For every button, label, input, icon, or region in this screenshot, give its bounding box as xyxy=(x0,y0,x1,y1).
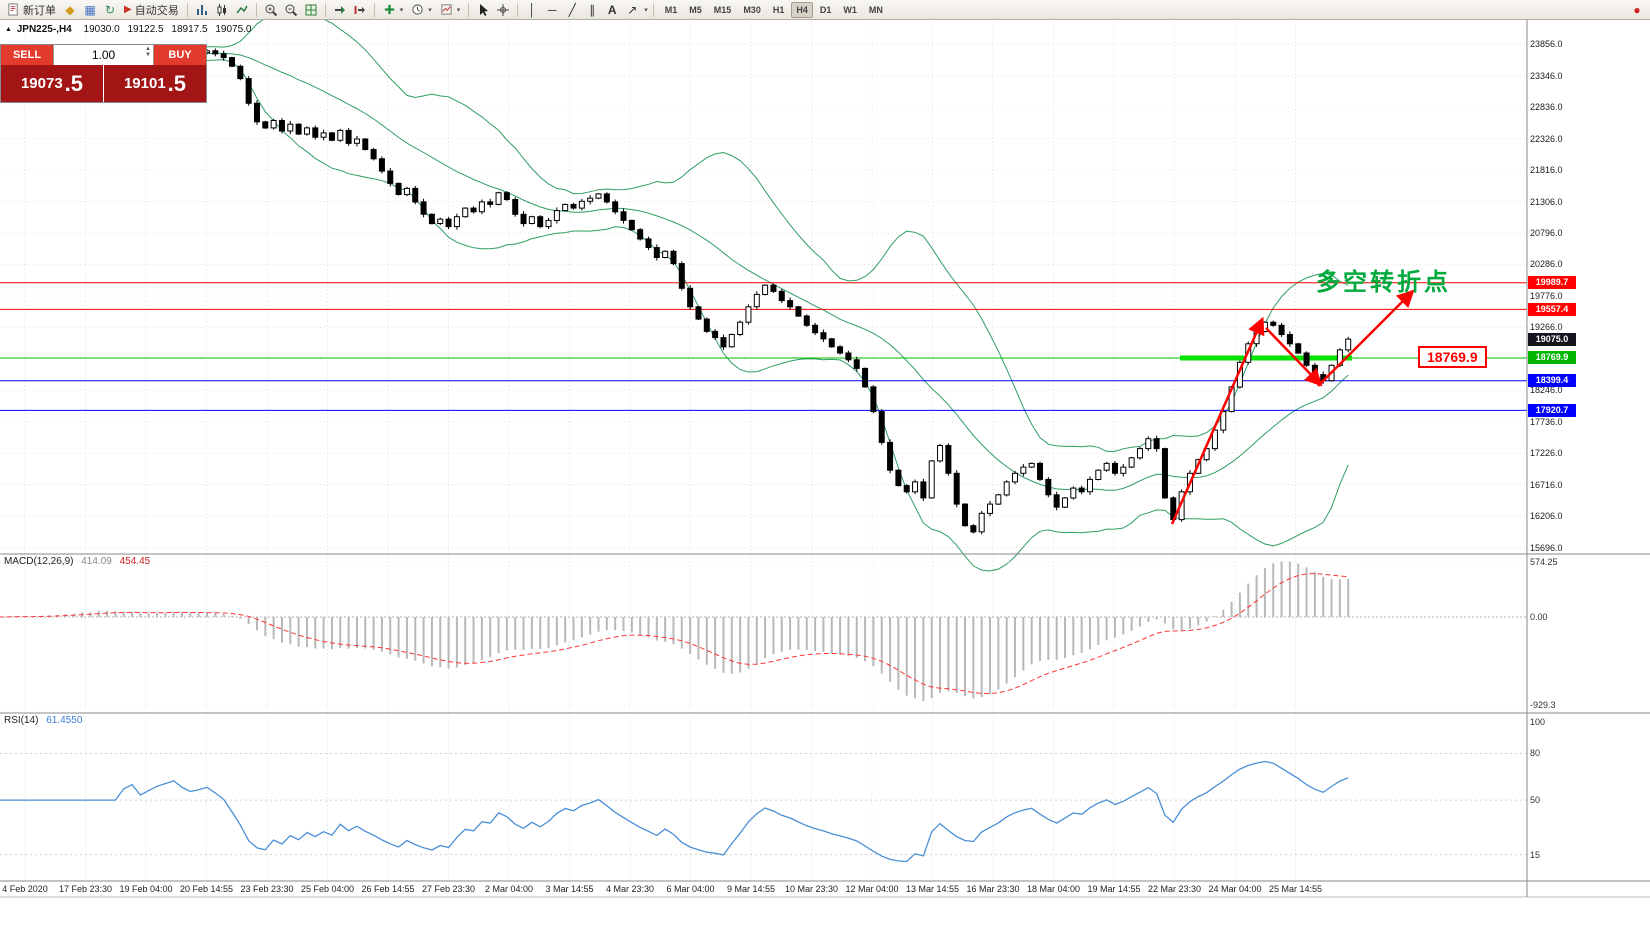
macd-header: MACD(12,26,9) 414.09 454.45 xyxy=(4,556,150,567)
alert-icon[interactable]: ● xyxy=(1633,2,1641,17)
collapse-icon[interactable]: ▲ xyxy=(5,25,12,33)
buy-price-frac: .5 xyxy=(167,70,187,96)
volume-value: 1.00 xyxy=(91,48,116,62)
toolbar-separator xyxy=(652,2,654,17)
autotrading-button[interactable]: ▶ 自动交易 xyxy=(121,1,182,19)
market-watch-icon[interactable]: ◆ xyxy=(65,2,75,17)
cursor-icon[interactable] xyxy=(474,1,492,19)
tile-windows-icon[interactable] xyxy=(302,1,320,19)
indicators-button[interactable]: ▾ xyxy=(380,1,407,19)
macd-value-signal: 454.45 xyxy=(119,556,151,567)
spinner-down-icon[interactable]: ▼ xyxy=(145,52,151,58)
vertical-line-tool-icon[interactable]: │ xyxy=(528,2,537,17)
turning-point-annotation: 多空转折点 xyxy=(1316,269,1451,296)
sell-price: 19073 xyxy=(20,75,63,92)
chevron-down-icon: ▾ xyxy=(456,6,461,14)
timeframe-m1[interactable]: M1 xyxy=(664,4,678,15)
indicators-icon xyxy=(384,4,394,15)
ohlc-open: 19030.0 xyxy=(83,24,120,35)
symbol-name: JPN225-,H4 xyxy=(16,24,72,35)
ohlc-close: 19075.0 xyxy=(215,24,252,35)
buy-price-panel[interactable]: 19101.5 xyxy=(104,65,206,102)
clock-icon xyxy=(412,4,423,15)
data-window-icon[interactable]: ▦ xyxy=(84,2,96,17)
autotrading-icon: ▶ xyxy=(124,4,132,15)
toolbar-separator xyxy=(255,2,257,17)
toolbar-separator xyxy=(468,2,470,17)
new-order-icon xyxy=(8,3,18,16)
one-click-trading-widget: SELL 1.00 ▲ ▼ BUY 19073.5 19101.5 xyxy=(0,44,207,103)
horizontal-line-tool-icon[interactable]: ─ xyxy=(547,2,557,17)
buy-price: 19101 xyxy=(123,75,166,92)
price-callout-label: 18769.9 xyxy=(1418,346,1487,368)
toolbar-separator xyxy=(373,2,375,17)
templates-button[interactable]: ▾ xyxy=(437,1,464,19)
channel-tool-icon[interactable]: ∥ xyxy=(589,2,596,17)
new-order-button[interactable]: 新订单 xyxy=(4,1,59,19)
buy-button[interactable]: BUY xyxy=(154,45,206,65)
sell-price-frac: .5 xyxy=(64,70,84,96)
zoom-in-icon[interactable] xyxy=(262,1,280,19)
chart-shift-icon[interactable] xyxy=(351,1,369,19)
volume-spinner[interactable]: ▲ ▼ xyxy=(145,46,151,58)
toolbar-separator xyxy=(517,2,519,17)
ohlc-low: 18917.5 xyxy=(171,24,208,35)
symbol-header: ▲ JPN225-,H4 19030.0 19122.5 18917.5 190… xyxy=(5,24,252,35)
auto-scroll-icon[interactable] xyxy=(331,1,349,19)
navigator-icon[interactable]: ↻ xyxy=(104,2,116,17)
rsi-name: RSI(14) xyxy=(4,715,39,726)
line-chart-icon[interactable] xyxy=(233,1,251,19)
periods-button[interactable]: ▾ xyxy=(408,1,435,19)
new-order-label: 新订单 xyxy=(23,4,56,17)
bar-chart-icon[interactable] xyxy=(193,1,211,19)
sell-button[interactable]: SELL xyxy=(1,45,53,65)
timeframe-h1[interactable]: H1 xyxy=(772,4,785,15)
arrow-tool-icon[interactable]: ↗ xyxy=(627,2,638,17)
ohlc-high: 19122.5 xyxy=(127,24,164,35)
timeframe-w1[interactable]: W1 xyxy=(843,4,857,15)
chevron-down-icon: ▾ xyxy=(399,6,404,14)
timeframe-m15[interactable]: M15 xyxy=(713,4,732,15)
spinner-up-icon[interactable]: ▲ xyxy=(145,46,151,52)
chevron-down-icon: ▾ xyxy=(644,6,648,14)
zoom-out-icon[interactable] xyxy=(282,1,300,19)
timeframe-m5[interactable]: M5 xyxy=(689,4,702,15)
text-tool-icon[interactable]: A xyxy=(607,2,617,17)
timeframe-d1[interactable]: D1 xyxy=(819,4,832,15)
autotrading-label: 自动交易 xyxy=(134,4,179,17)
template-icon xyxy=(441,4,452,15)
chevron-down-icon: ▾ xyxy=(428,6,432,14)
macd-name: MACD(12,26,9) xyxy=(4,556,74,567)
time-scale[interactable] xyxy=(0,881,1527,897)
toolbar-separator xyxy=(186,2,188,17)
sell-price-panel[interactable]: 19073.5 xyxy=(1,65,103,102)
volume-input[interactable]: 1.00 ▲ ▼ xyxy=(53,45,154,65)
macd-value-main: 414.09 xyxy=(81,556,112,567)
price-scale[interactable] xyxy=(1528,20,1650,881)
timeframe-m30[interactable]: M30 xyxy=(743,4,761,15)
timeframe-bar: M1 M5 M15 M30 H1 H4 D1 W1 MN xyxy=(659,1,889,18)
rsi-header: RSI(14) 61.4550 xyxy=(4,715,82,726)
rsi-value: 61.4550 xyxy=(46,715,83,726)
candlestick-icon[interactable] xyxy=(213,1,231,19)
timeframe-h4[interactable]: H4 xyxy=(791,1,813,18)
toolbar-separator xyxy=(324,2,326,17)
trendline-tool-icon[interactable]: ╱ xyxy=(568,2,576,17)
toolbar: 新订单 ◆ ▦ ↻ ▶ 自动交易 ▾ ▾ ▾ │ ─ ╱ ∥ A ↗ ▾ xyxy=(0,0,1650,20)
crosshair-icon[interactable] xyxy=(494,1,512,19)
timeframe-mn[interactable]: MN xyxy=(868,4,883,15)
